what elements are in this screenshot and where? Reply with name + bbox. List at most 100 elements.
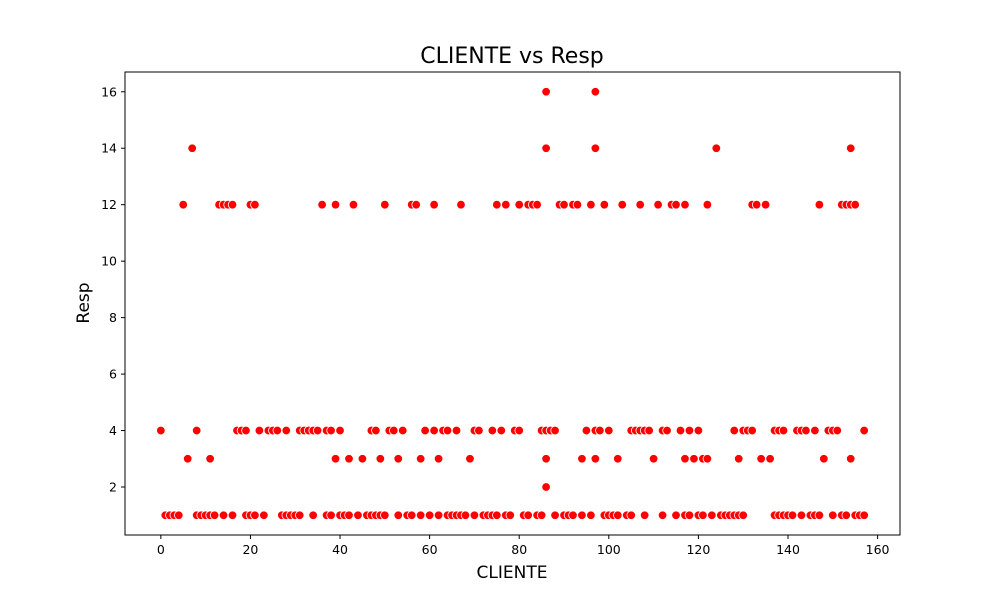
data-point xyxy=(577,454,587,464)
data-point xyxy=(541,454,551,464)
data-point xyxy=(801,425,811,436)
data-point xyxy=(335,425,345,436)
data-point xyxy=(205,454,215,464)
data-point xyxy=(191,425,202,436)
data-point xyxy=(496,425,507,436)
data-point xyxy=(492,510,502,520)
data-point xyxy=(389,425,399,436)
data-point xyxy=(456,199,466,210)
data-point xyxy=(671,199,681,210)
data-point xyxy=(644,425,654,436)
y-tick-label: 12 xyxy=(101,197,117,212)
data-point xyxy=(380,199,390,210)
data-point xyxy=(344,510,354,520)
x-axis-label: CLIENTE xyxy=(477,563,548,583)
x-tick-label: 120 xyxy=(686,542,710,557)
data-point xyxy=(156,425,166,436)
y-tick-label: 10 xyxy=(101,254,117,269)
data-point xyxy=(671,510,681,520)
data-point xyxy=(586,510,596,520)
data-point xyxy=(581,425,592,436)
data-point xyxy=(501,199,511,210)
data-point xyxy=(626,510,636,520)
data-point xyxy=(541,482,551,492)
y-axis-ticks: 2 4 6 8 10 12 14 16 xyxy=(101,84,125,495)
data-point xyxy=(272,425,283,436)
data-point xyxy=(859,425,869,436)
data-point xyxy=(348,199,359,210)
data-point xyxy=(254,425,265,436)
data-point xyxy=(371,425,381,436)
data-point xyxy=(711,143,722,153)
data-point xyxy=(308,510,318,520)
data-point xyxy=(326,510,336,520)
data-point xyxy=(550,425,560,436)
data-point xyxy=(281,425,291,436)
data-point xyxy=(178,199,188,210)
data-point xyxy=(523,510,533,520)
data-point xyxy=(568,510,578,520)
data-point xyxy=(415,510,426,520)
data-point xyxy=(424,510,435,520)
data-point xyxy=(487,425,498,436)
data-point xyxy=(398,425,408,436)
data-point xyxy=(326,425,336,436)
data-point xyxy=(738,510,748,520)
data-point xyxy=(393,454,403,464)
data-point xyxy=(747,425,757,436)
x-tick-label: 20 xyxy=(242,542,258,557)
data-point xyxy=(613,510,623,520)
data-point xyxy=(814,199,825,210)
data-point xyxy=(218,510,229,520)
data-point xyxy=(407,510,417,520)
data-point xyxy=(505,510,515,520)
data-point xyxy=(765,454,775,464)
data-point xyxy=(796,510,807,520)
data-point xyxy=(778,425,789,436)
data-point xyxy=(250,199,260,210)
data-point xyxy=(604,425,614,436)
data-point xyxy=(707,510,717,520)
data-point xyxy=(648,454,659,464)
data-point xyxy=(442,425,453,436)
x-tick-label: 100 xyxy=(597,542,621,557)
data-point xyxy=(859,510,869,520)
data-point xyxy=(492,199,502,210)
data-point xyxy=(595,425,605,436)
data-point xyxy=(353,510,363,520)
data-point xyxy=(415,454,426,464)
data-point xyxy=(187,143,197,153)
data-point xyxy=(295,510,305,520)
data-point xyxy=(841,510,851,520)
data-point xyxy=(532,199,542,210)
y-tick-label: 16 xyxy=(101,84,117,99)
data-point xyxy=(514,199,524,210)
data-point xyxy=(657,510,668,520)
x-tick-label: 0 xyxy=(157,542,165,557)
data-point xyxy=(653,199,663,210)
data-point xyxy=(814,510,825,520)
data-point xyxy=(599,199,610,210)
data-point xyxy=(514,425,524,436)
data-point xyxy=(380,510,390,520)
data-point xyxy=(411,199,421,210)
data-point xyxy=(429,199,439,210)
y-tick-label: 6 xyxy=(109,367,117,382)
data-point xyxy=(357,454,368,464)
data-point xyxy=(760,199,771,210)
data-point xyxy=(330,454,341,464)
data-point xyxy=(846,454,856,464)
chart-title: CLIENTE vs Resp xyxy=(420,44,604,69)
data-point xyxy=(680,199,690,210)
data-point xyxy=(536,510,547,520)
data-point xyxy=(590,87,601,97)
x-tick-label: 160 xyxy=(866,542,890,557)
data-point xyxy=(460,510,471,520)
data-point xyxy=(702,199,713,210)
data-point xyxy=(227,199,238,210)
data-point xyxy=(209,510,220,520)
y-axis-label: Resp xyxy=(74,282,94,323)
data-point xyxy=(756,454,766,464)
data-point xyxy=(680,454,690,464)
data-point xyxy=(451,425,462,436)
